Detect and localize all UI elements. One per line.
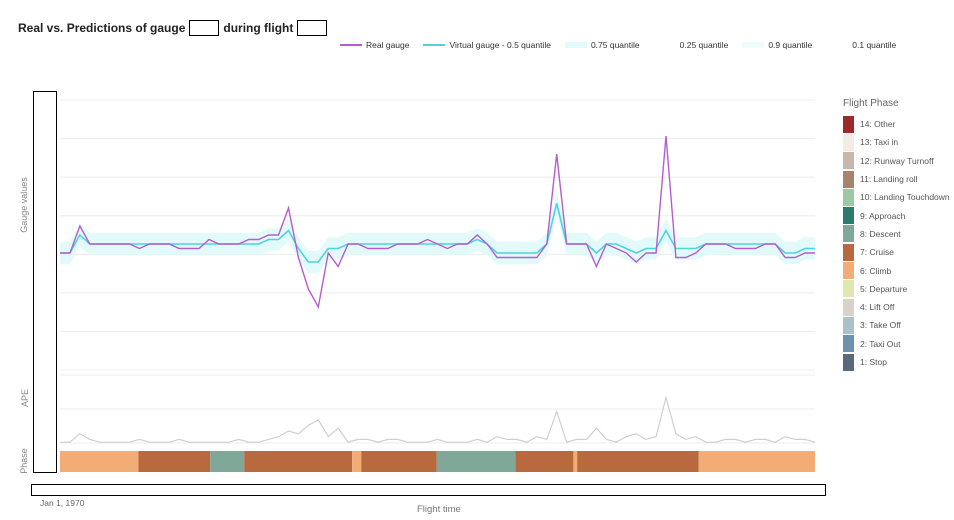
phase-swatch — [843, 225, 854, 243]
phase-label: 4: Lift Off — [860, 302, 895, 313]
redacted-gauge-name — [189, 20, 220, 36]
phase-label: 3: Take Off — [860, 320, 901, 331]
phase-legend-item[interactable]: 1: Stop — [843, 353, 950, 371]
phase-swatch — [843, 280, 854, 298]
legend-swatch — [423, 44, 446, 46]
phase-swatch — [843, 188, 854, 206]
phase-swatch — [843, 152, 854, 170]
phase-label: 1: Stop — [860, 357, 887, 367]
phase-label: 8: Descent — [860, 228, 901, 239]
phase-swatch — [843, 170, 854, 188]
legend-label: Virtual gauge - 0.5 quantile — [449, 40, 551, 50]
phase-label: 14: Other — [860, 119, 896, 130]
phase-swatch — [843, 316, 854, 334]
phase-legend-item[interactable]: 4: Lift Off — [843, 298, 950, 316]
legend-swatch — [826, 42, 849, 48]
real-gauge-line — [60, 135, 815, 310]
legend-item-5[interactable]: 0.1 quantile — [826, 40, 896, 50]
phase-swatch — [843, 353, 854, 371]
phase-segment — [577, 451, 699, 472]
phase-label: 12: Runway Turnoff — [860, 155, 934, 166]
series-legend: Real gauge Virtual gauge - 0.5 quantile 0.… — [340, 40, 910, 50]
phase-legend-title: Flight Phase — [843, 98, 899, 109]
legend-swatch — [564, 42, 587, 48]
redacted-flight-id — [297, 20, 328, 36]
phase-swatch — [843, 115, 854, 133]
phase-legend-item[interactable]: 14: Other — [843, 115, 950, 133]
phase-legend-item[interactable]: 8: Descent — [843, 225, 950, 243]
phase-legend-item[interactable]: 3: Take Off — [843, 316, 950, 334]
phase-legend-item[interactable]: 13: Taxi in — [843, 133, 950, 151]
phase-legend-item[interactable]: 2: Taxi Out — [843, 335, 950, 353]
phase-segment — [436, 451, 516, 472]
phase-legend-item[interactable]: 7: Cruise — [843, 243, 950, 261]
phase-swatch — [843, 335, 854, 353]
phase-label: 5: Departure — [860, 283, 908, 294]
legend-label: 0.9 quantile — [768, 40, 813, 50]
phase-segment — [244, 451, 353, 472]
y-axis-label-gauge: Gauge values — [19, 177, 29, 233]
legend-item-0[interactable]: Real gauge — [340, 40, 409, 50]
phase-segment — [515, 451, 574, 472]
legend-item-3[interactable]: 0.25 quantile — [653, 40, 729, 50]
phase-segment — [352, 451, 362, 472]
legend-item-2[interactable]: 0.75 quantile — [564, 40, 640, 50]
x-axis-tick: Jan 1, 1970 — [40, 498, 85, 508]
x-axis-title: Flight time — [417, 504, 461, 515]
redacted-y-axis — [33, 91, 57, 473]
legend-item-4[interactable]: 0.9 quantile — [742, 40, 812, 50]
phase-swatch — [843, 133, 854, 151]
phase-label: 11: Landing roll — [860, 174, 918, 185]
phase-legend-item[interactable]: 6: Climb — [843, 261, 950, 280]
phase-segment — [60, 451, 139, 472]
phase-label: 7: Cruise — [860, 247, 895, 258]
y-axis-label-phase: Phase — [19, 448, 29, 474]
phase-legend-item[interactable]: 11: Landing roll — [843, 170, 950, 188]
phase-legend-item[interactable]: 5: Departure — [843, 280, 950, 298]
phase-legend-item[interactable]: 12: Runway Turnoff — [843, 152, 950, 170]
title-prefix: Real vs. Predictions of gauge — [18, 21, 186, 35]
title-middle: during flight — [223, 21, 294, 35]
phase-swatch — [843, 243, 854, 261]
quantile-band — [60, 192, 815, 274]
legend-label: Real gauge — [366, 40, 410, 50]
phase-label: 2: Taxi Out — [860, 338, 901, 349]
phase-swatch — [843, 207, 854, 225]
legend-label: 0.1 quantile — [852, 40, 897, 50]
redacted-x-axis — [31, 484, 826, 496]
phase-label: 13: Taxi in — [860, 137, 899, 148]
phase-segment — [210, 451, 245, 472]
phase-label: 10: Landing Touchdown — [860, 192, 950, 203]
chart-title: Real vs. Predictions of gauge during fli… — [18, 20, 328, 36]
legend-label: 0.25 quantile — [679, 40, 729, 50]
y-axis-label-ape: APE — [20, 389, 30, 408]
phase-legend-item[interactable]: 9: Approach — [843, 206, 950, 225]
phase-segment — [573, 451, 578, 472]
phase-label: 9: Approach — [860, 210, 906, 221]
phase-legend-item[interactable]: 10: Landing Touchdown — [843, 188, 950, 206]
phase-swatch — [843, 298, 854, 316]
phase-label: 6: Climb — [860, 265, 892, 276]
phase-swatch — [843, 262, 854, 280]
ape-line — [60, 395, 816, 443]
phase-segment — [138, 451, 211, 472]
phase-legend: Flight Phase 14: Other 13: Taxi in 12: Run… — [843, 98, 950, 371]
phase-segment — [698, 451, 815, 472]
phase-segment — [361, 451, 437, 472]
legend-item-1[interactable]: Virtual gauge - 0.5 quantile — [423, 40, 551, 50]
legend-swatch — [742, 42, 765, 48]
legend-label: 0.75 quantile — [590, 40, 640, 50]
legend-swatch — [340, 44, 362, 46]
legend-swatch — [653, 42, 676, 48]
